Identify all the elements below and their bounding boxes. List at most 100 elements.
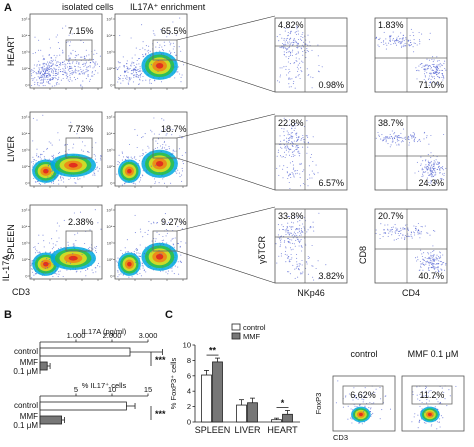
- event-dot: [287, 72, 290, 74]
- event-dot: [94, 155, 96, 157]
- event-dot: [146, 254, 148, 256]
- column-header-enrichment: IL17A⁺ enrichment: [130, 2, 206, 12]
- event-dot: [49, 161, 52, 163]
- event-dot: [282, 229, 284, 231]
- event-dot: [85, 68, 87, 71]
- tick-label: 10²: [22, 257, 28, 262]
- event-dot: [423, 138, 425, 140]
- event-dot: [166, 36, 168, 38]
- panel-label-a: A: [4, 2, 12, 14]
- event-dot: [418, 170, 420, 172]
- event-dot: [132, 81, 135, 83]
- event-dot: [50, 160, 52, 162]
- event-dot: [420, 266, 422, 269]
- event-dot: [394, 132, 396, 134]
- event-dot: [392, 38, 394, 40]
- event-dot: [286, 166, 288, 168]
- event-dot: [43, 156, 45, 158]
- event-dot: [287, 43, 289, 45]
- event-dot: [47, 67, 49, 69]
- event-dot: [87, 268, 89, 270]
- quadrant-percent-tl: 38.7%: [378, 118, 404, 128]
- event-dot: [303, 41, 305, 43]
- tick-label: 10⁴: [106, 33, 112, 38]
- event-dot: [122, 80, 124, 82]
- event-dot: [293, 129, 295, 132]
- event-dot: [170, 128, 172, 130]
- event-dot: [313, 172, 315, 174]
- event-dot: [123, 75, 125, 77]
- quadrant-percent-br: 0.98%: [318, 80, 344, 90]
- event-dot: [39, 64, 41, 66]
- event-dot: [37, 251, 39, 253]
- event-dot: [148, 49, 150, 51]
- event-dot: [288, 46, 291, 48]
- event-dot: [417, 141, 419, 143]
- event-dot: [290, 37, 292, 39]
- event-dot: [439, 260, 441, 262]
- event-dot: [44, 75, 46, 77]
- event-dot: [410, 41, 412, 44]
- event-dot: [379, 418, 381, 420]
- event-dot: [404, 44, 406, 46]
- event-dot: [298, 230, 301, 232]
- event-dot: [282, 42, 284, 45]
- event-dot: [409, 235, 411, 237]
- event-dot: [142, 265, 144, 267]
- tissue-label-spleen: SPLEEN: [6, 224, 16, 260]
- event-dot: [280, 238, 282, 240]
- event-dot: [53, 67, 55, 69]
- event-dot: [313, 279, 315, 281]
- event-dot: [430, 164, 432, 166]
- event-dot: [141, 262, 143, 264]
- event-dot: [79, 178, 81, 180]
- event-dot: [402, 37, 404, 39]
- event-dot: [48, 158, 50, 160]
- event-dot: [419, 140, 421, 142]
- event-dot: [384, 224, 386, 226]
- event-dot: [290, 86, 292, 88]
- event-dot: [43, 62, 45, 64]
- event-dot: [138, 57, 141, 60]
- event-dot: [300, 239, 302, 241]
- event-dot: [39, 251, 41, 253]
- event-dot: [165, 223, 167, 225]
- event-dot: [282, 177, 284, 179]
- event-dot: [93, 154, 95, 156]
- event-dot: [426, 135, 428, 137]
- event-dot: [398, 230, 400, 232]
- event-dot: [290, 249, 292, 251]
- event-dot: [44, 263, 46, 265]
- event-dot: [53, 246, 55, 248]
- event-dot: [58, 66, 60, 68]
- event-dot: [95, 271, 97, 273]
- event-dot: [430, 168, 432, 170]
- event-dot: [342, 406, 344, 408]
- event-dot: [85, 71, 87, 73]
- density-contour: [155, 160, 164, 167]
- event-dot: [289, 273, 291, 275]
- event-dot: [300, 47, 302, 49]
- event-dot: [297, 144, 299, 146]
- event-dot: [299, 234, 301, 237]
- event-dot: [77, 179, 79, 181]
- event-dot: [415, 136, 417, 139]
- event-dot: [287, 134, 289, 136]
- event-dot: [162, 50, 164, 52]
- event-dot: [425, 263, 427, 265]
- event-dot: [286, 52, 288, 54]
- event-dot: [175, 34, 177, 36]
- event-dot: [45, 181, 47, 183]
- event-dot: [83, 62, 85, 64]
- tick-label: 10³: [107, 50, 113, 55]
- event-dot: [427, 66, 429, 68]
- event-dot: [404, 228, 406, 230]
- event-dot: [140, 177, 142, 179]
- event-dot: [172, 48, 174, 50]
- density-contour: [43, 168, 49, 174]
- event-dot: [181, 174, 183, 176]
- event-dot: [285, 39, 287, 42]
- event-dot: [286, 146, 288, 148]
- event-dot: [284, 41, 286, 43]
- event-dot: [150, 82, 152, 84]
